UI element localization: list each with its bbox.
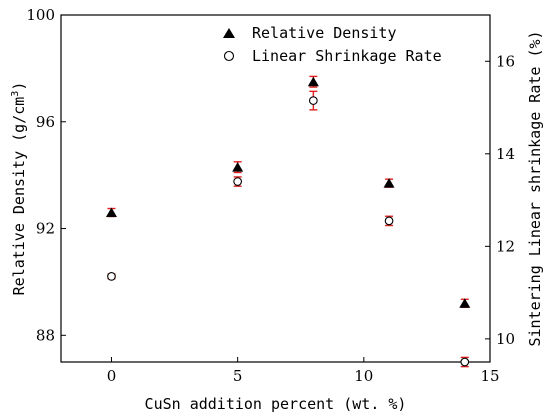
density-point	[383, 178, 395, 188]
legend-label-linear-shrinkage: Linear Shrinkage Rate	[252, 47, 442, 65]
y-right-tick-label: 14	[496, 145, 515, 163]
y-right-tick-label: 12	[496, 237, 515, 255]
axis-ticks: 0 5 10 15 88 92 96 100 10 12 14 16	[26, 6, 515, 385]
x-tick-label: 15	[480, 367, 499, 385]
density-point	[232, 162, 244, 172]
legend-marker-relative-density	[223, 28, 235, 38]
y-axis-left-title-close: )	[10, 82, 28, 91]
shrinkage-point	[107, 272, 116, 281]
legend-marker-linear-shrinkage	[223, 50, 235, 62]
y-left-tick-label: 96	[36, 113, 55, 131]
y-axis-right-title: Sintering Linear shrinkage Rate (%)	[526, 30, 544, 346]
y-left-tick-label: 100	[26, 6, 55, 24]
y-axis-left-title-main: Relative Density (g/cm	[10, 97, 28, 296]
density-point	[459, 298, 471, 308]
y-axis-left-title: Relative Density (g/cm3)	[10, 82, 28, 296]
x-tick-label: 5	[233, 367, 243, 385]
density-point	[105, 207, 117, 218]
shrinkage-point	[309, 96, 318, 105]
plot-frame	[60, 14, 491, 363]
y-right-tick-label: 10	[496, 330, 515, 348]
density-point	[307, 76, 319, 87]
y-right-tick-label: 16	[496, 52, 515, 70]
x-tick-label: 10	[354, 367, 373, 385]
y-left-tick-label: 88	[36, 326, 55, 344]
shrinkage-point	[460, 357, 470, 367]
legend: Relative Density Linear Shrinkage Rate	[223, 24, 442, 65]
x-axis-title: CuSn addition percent (wt. %)	[145, 395, 407, 413]
data-marks	[105, 75, 471, 368]
y-left-tick-label: 92	[36, 220, 55, 238]
shrinkage-point	[384, 216, 394, 226]
legend-label-relative-density: Relative Density	[252, 24, 397, 42]
y-axis-left-title-superscript: 3	[10, 91, 21, 97]
shrinkage-point	[233, 177, 242, 186]
x-tick-label: 0	[107, 367, 117, 385]
